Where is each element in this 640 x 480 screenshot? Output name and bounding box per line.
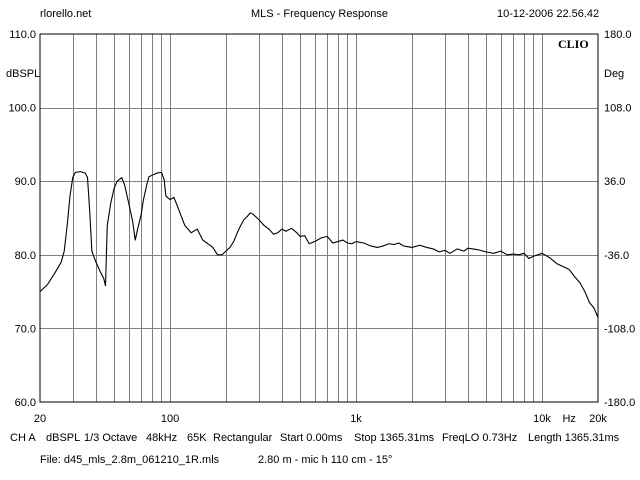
setting-item: 48kHz (146, 432, 178, 444)
site-name: rlorello.net (40, 8, 92, 20)
x-tick-label: 1k (350, 413, 362, 425)
y-tick-label-left: 90.0 (15, 176, 36, 188)
x-tick-label: 20k (589, 413, 607, 425)
setting-item: Length 1365.31ms (528, 432, 620, 444)
y-tick-label-left: 100.0 (8, 103, 36, 115)
y-axis-label-left: dBSPL (6, 68, 41, 80)
y-tick-label-left: 80.0 (15, 250, 36, 262)
y-tick-label-right: 108.0 (604, 103, 632, 115)
x-axis-label: Hz (562, 413, 575, 425)
setting-item: Start 0.00ms (280, 432, 343, 444)
chart-title: MLS - Frequency Response (251, 8, 388, 20)
setting-item: CH A (10, 432, 36, 444)
y-tick-label-left: 110.0 (9, 29, 36, 41)
y-tick-label-right: -108.0 (604, 323, 635, 335)
x-tick-label: 10k (533, 413, 551, 425)
y-axis-label-right: Deg (604, 68, 625, 80)
x-tick-label: 100 (161, 413, 179, 425)
plot-area (40, 34, 598, 402)
setting-item: 1/3 Octave (84, 432, 138, 444)
y-tick-label-right: -180.0 (604, 397, 635, 409)
x-tick-label: 20 (34, 413, 46, 425)
y-tick-label-left: 60.0 (15, 397, 36, 409)
measurement-note: 2.80 m - mic h 110 cm - 15° (258, 454, 393, 466)
y-tick-label-right: 180.0 (604, 29, 632, 41)
y-tick-label-right: 36.0 (604, 176, 625, 188)
setting-item: FreqLO 0.73Hz (442, 432, 518, 444)
y-tick-label-right: -36.0 (604, 250, 629, 262)
series-group (39, 171, 599, 318)
setting-item: Stop 1365.31ms (354, 432, 435, 444)
timestamp: 10-12-2006 22.56.42 (497, 8, 600, 20)
setting-item: dBSPL (46, 432, 81, 444)
setting-item: 65K (187, 432, 207, 444)
brand-logo: CLIO (558, 37, 589, 51)
y-tick-label-left: 70.0 (15, 323, 36, 335)
file-name: File: d45_mls_2.8m_061210_1R.mls (40, 454, 220, 466)
setting-item: Rectangular (213, 432, 273, 444)
grid-lines (40, 34, 598, 402)
plot-border (39, 33, 599, 403)
tick-labels: 110.0 100.0 90.0 80.0 70.0 60.0 180.0 108.0 36.0… (8, 29, 635, 425)
series-line-spl (39, 171, 599, 318)
